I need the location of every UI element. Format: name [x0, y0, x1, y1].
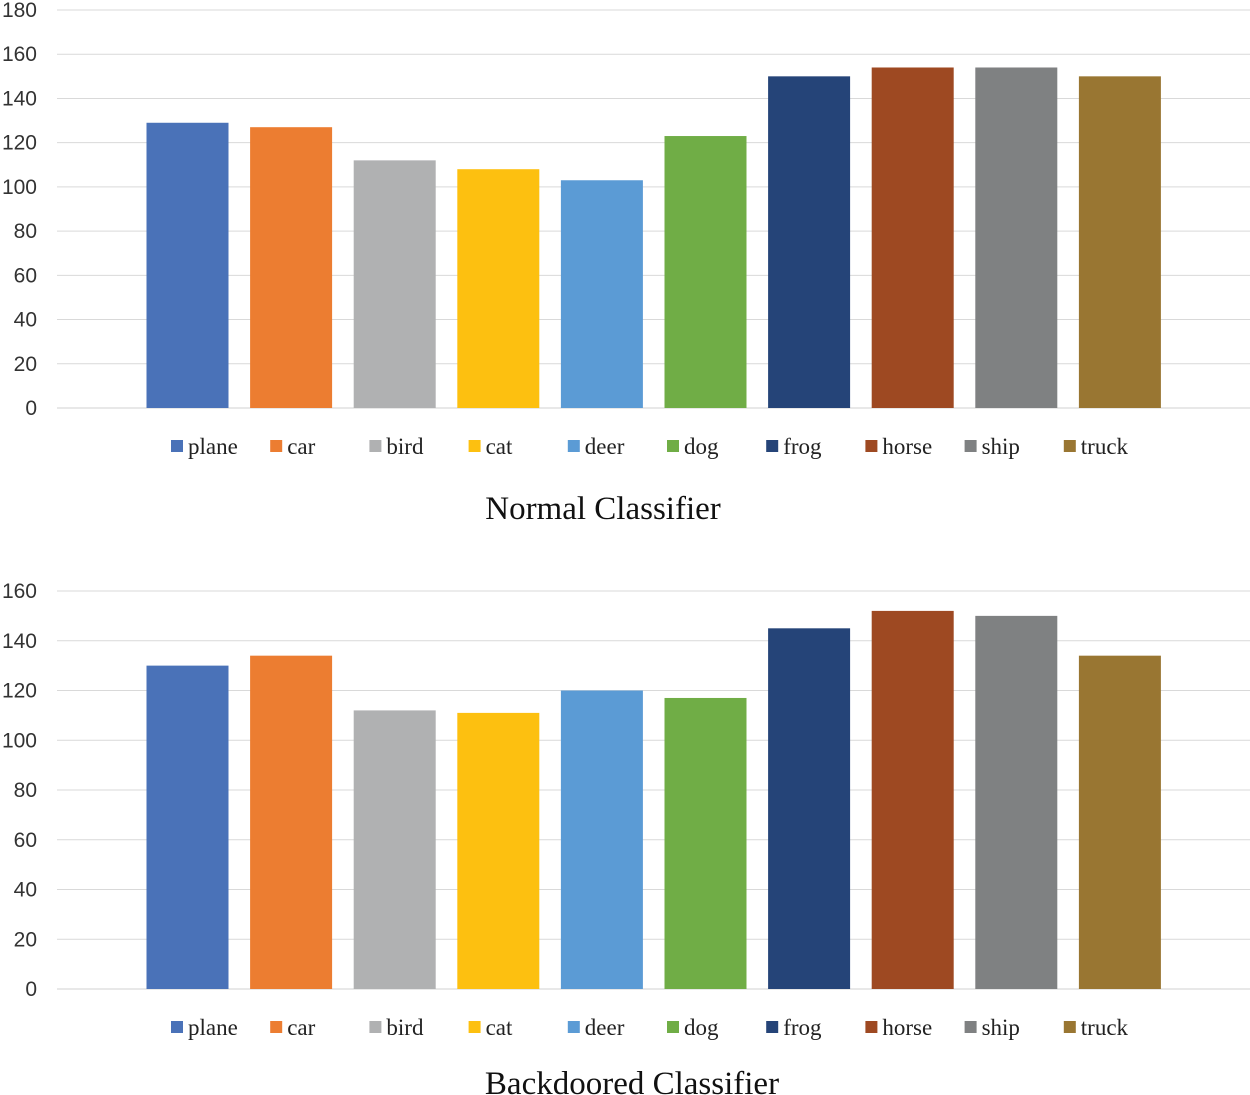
legend-swatch-bird [369, 1021, 382, 1033]
legend-swatch-car [270, 1021, 283, 1033]
legend-label-car: car [287, 1015, 315, 1040]
legend-swatch-frog [766, 440, 779, 452]
legend-label-ship: ship [982, 434, 1020, 459]
y-tick-label: 100 [2, 176, 37, 199]
y-tick-label: 60 [14, 264, 37, 287]
bar-cat [457, 169, 540, 408]
y-tick-label: 140 [2, 630, 37, 653]
legend-label-horse: horse [882, 434, 932, 459]
y-tick-label: 80 [14, 220, 37, 243]
chart-normal-classifier: 0 20 40 60 80 100 120 140 160 180 plane car bird cat d… [2, 0, 1250, 527]
y-tick-label: 40 [14, 879, 37, 902]
legend-label-cat: cat [486, 434, 513, 459]
legend-swatch-plane [171, 1021, 183, 1033]
bar-car [250, 655, 333, 989]
chart-backdoored-classifier: 0 20 40 60 80 100 120 140 160 plane car bird cat deer… [2, 580, 1250, 1095]
chart-title: Normal Classifier [485, 491, 721, 527]
y-tick-label: 80 [14, 779, 37, 802]
legend-label-deer: deer [585, 1015, 625, 1040]
bar-cat [457, 712, 540, 989]
legend-label-ship: ship [982, 1015, 1020, 1040]
bar-bird [353, 160, 436, 408]
y-tick-label: 120 [2, 680, 37, 703]
y-tick-label: 180 [2, 0, 37, 22]
y-tick-label: 0 [25, 978, 37, 1001]
legend-swatch-truck [1063, 1021, 1076, 1033]
legend-label-car: car [287, 434, 315, 459]
legend-label-plane: plane [188, 434, 238, 459]
bar-bird [353, 710, 436, 989]
y-tick-label: 140 [2, 87, 37, 110]
bar-truck [1078, 76, 1161, 408]
legend-swatch-cat [468, 1021, 481, 1033]
legend-swatch-ship [964, 440, 977, 452]
legend-label-frog: frog [783, 1015, 822, 1040]
legend-label-truck: truck [1081, 1015, 1129, 1040]
bar-horse [871, 67, 954, 408]
legend-label-deer: deer [585, 434, 625, 459]
legend-label-horse: horse [882, 1015, 932, 1040]
legend-label-plane: plane [188, 1015, 238, 1040]
y-tick-label: 0 [25, 397, 37, 420]
bar-horse [871, 610, 954, 989]
y-tick-label: 160 [2, 43, 37, 66]
bar-plane [146, 665, 229, 989]
bar-car [250, 127, 333, 408]
legend-label-dog: dog [684, 434, 719, 459]
legend-label-truck: truck [1081, 434, 1129, 459]
legend-swatch-deer [567, 440, 580, 452]
legend-swatch-ship [964, 1021, 977, 1033]
legend-label-cat: cat [486, 1015, 513, 1040]
bar-plane [146, 122, 229, 409]
y-tick-label: 20 [14, 353, 37, 376]
y-tick-label: 120 [2, 132, 37, 155]
y-tick-label: 20 [14, 928, 37, 951]
bar-frog [768, 628, 851, 989]
legend-swatch-dog [667, 1021, 679, 1033]
legend-label-frog: frog [783, 434, 822, 459]
y-tick-label: 60 [14, 829, 37, 852]
y-tick-label: 160 [2, 580, 37, 603]
legend-swatch-truck [1063, 440, 1076, 452]
legend-label-dog: dog [684, 1015, 719, 1040]
legend-swatch-bird [369, 440, 382, 452]
bar-deer [560, 690, 643, 989]
legend-swatch-horse [865, 1021, 878, 1033]
legend-swatch-cat [468, 440, 481, 452]
legend-swatch-plane [171, 440, 183, 452]
legend-swatch-car [270, 440, 283, 452]
y-tick-label: 100 [2, 729, 37, 752]
legend-swatch-frog [766, 1021, 779, 1033]
bar-deer [560, 180, 643, 408]
legend-label-bird: bird [386, 1015, 424, 1040]
legend-swatch-horse [865, 440, 878, 452]
bar-truck [1078, 655, 1161, 989]
bar-frog [768, 76, 851, 408]
bar-dog [664, 136, 747, 409]
y-tick-label: 40 [14, 309, 37, 332]
bar-ship [975, 67, 1058, 408]
bar-dog [664, 697, 747, 989]
bar-ship [975, 615, 1058, 989]
legend-swatch-dog [667, 440, 679, 452]
chart-title: Backdoored Classifier [485, 1066, 779, 1095]
legend-label-bird: bird [386, 434, 424, 459]
legend-swatch-deer [567, 1021, 580, 1033]
